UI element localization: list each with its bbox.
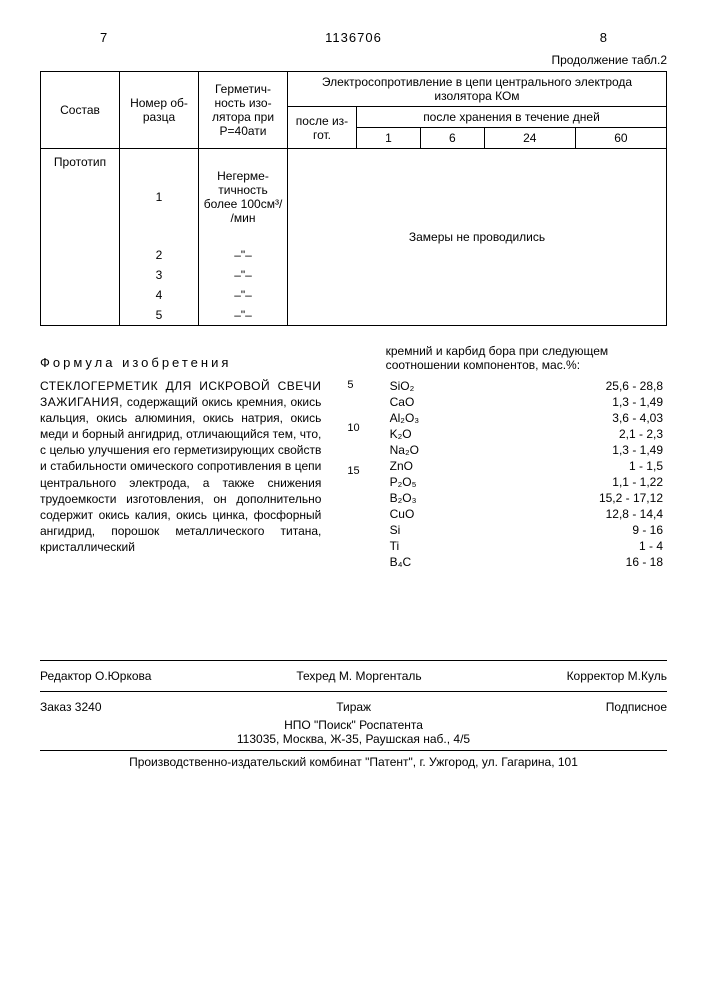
formula-heading: Формула изобретения <box>40 354 321 372</box>
lineno: 5 <box>347 364 359 407</box>
sample-num: 5 <box>120 305 199 326</box>
sample-num: 2 <box>120 245 199 265</box>
comp-range: 2,1 - 2,3 <box>482 426 667 442</box>
formula-body: содержащий окись кремния, окись кальция,… <box>40 395 321 555</box>
org: НПО "Поиск" Роспатента <box>40 718 667 732</box>
comp-range: 1 - 1,5 <box>482 458 667 474</box>
prod: Производственно-издательский комбинат "П… <box>40 755 667 769</box>
lineno: 10 <box>347 407 359 450</box>
comp-range: 1,1 - 1,22 <box>482 474 667 490</box>
th-composition: Состав <box>41 72 120 149</box>
comp-name: Al₂O₃ <box>386 410 482 426</box>
ditto: –"– <box>199 305 288 326</box>
sample-num: 1 <box>120 149 199 246</box>
lineno: 15 <box>347 450 359 493</box>
formula-right-column: кремний и карбид бора при следующем соот… <box>386 344 667 570</box>
addr: 113035, Москва, Ж-35, Раушская наб., 4/5 <box>40 732 667 746</box>
line-numbers: 5 10 15 <box>341 344 365 570</box>
comp-name: Ti <box>386 538 482 554</box>
prototype-label: Прототип <box>41 149 120 326</box>
editor: Редактор О.Юркова <box>40 669 151 683</box>
comp-range: 1 - 4 <box>482 538 667 554</box>
ditto: –"– <box>199 285 288 305</box>
patent-number: 1136706 <box>325 30 382 45</box>
comp-range: 12,8 - 14,4 <box>482 506 667 522</box>
th-electro: Электросопротивление в цепи центрального… <box>288 72 667 107</box>
th-after-storage: после хранения в течение дней <box>357 107 667 128</box>
th-after-mfg: после из-гот. <box>288 107 357 149</box>
composition-table: SiO₂25,6 - 28,8 CaO1,3 - 1,49 Al₂O₃3,6 -… <box>386 378 667 570</box>
comp-range: 25,6 - 28,8 <box>482 378 667 394</box>
comp-name: ZnO <box>386 458 482 474</box>
sample-num: 4 <box>120 285 199 305</box>
col-right-num: 8 <box>600 30 607 45</box>
formula-section: Формула изобретения СТЕКЛОГЕРМЕТИК ДЛЯ И… <box>40 344 667 570</box>
data-table: Состав Номер об-разца Герметич-ность изо… <box>40 71 667 326</box>
continuation-label: Продолжение табл.2 <box>40 53 667 67</box>
ditto: –"– <box>199 245 288 265</box>
page-header: 7 1136706 8 <box>40 30 667 45</box>
comp-range: 3,6 - 4,03 <box>482 410 667 426</box>
corrector: Корректор М.Куль <box>567 669 667 683</box>
comp-range: 15,2 - 17,12 <box>482 490 667 506</box>
techred: Техред М. Моргенталь <box>296 669 421 683</box>
comp-range: 16 - 18 <box>482 554 667 570</box>
comp-name: P₂O₅ <box>386 474 482 490</box>
subscribed: Подписное <box>606 700 667 714</box>
th-day: 60 <box>575 128 666 149</box>
comp-name: B₄C <box>386 554 482 570</box>
comp-name: SiO₂ <box>386 378 482 394</box>
order: Заказ 3240 <box>40 700 102 714</box>
th-sample: Номер об-разца <box>120 72 199 149</box>
comp-name: CaO <box>386 394 482 410</box>
comp-name: K₂O <box>386 426 482 442</box>
hermetic-val: Негерме-тичность более 100см³/ /мин <box>199 149 288 246</box>
ditto: –"– <box>199 265 288 285</box>
formula-cont: кремний и карбид бора при следующем соот… <box>386 344 667 372</box>
no-measure: Замеры не проводились <box>288 149 667 326</box>
formula-left-column: Формула изобретения СТЕКЛОГЕРМЕТИК ДЛЯ И… <box>40 344 321 570</box>
col-left-num: 7 <box>100 30 107 45</box>
comp-name: Na₂O <box>386 442 482 458</box>
th-day: 6 <box>420 128 484 149</box>
comp-range: 9 - 16 <box>482 522 667 538</box>
th-day: 1 <box>357 128 421 149</box>
th-hermetic: Герметич-ность изо-лятора при Р=40ати <box>199 72 288 149</box>
comp-range: 1,3 - 1,49 <box>482 394 667 410</box>
th-day: 24 <box>484 128 575 149</box>
comp-name: Si <box>386 522 482 538</box>
tirage: Тираж <box>336 700 371 714</box>
comp-name: B₂O₃ <box>386 490 482 506</box>
colophon: Редактор О.Юркова Техред М. Моргенталь К… <box>40 660 667 769</box>
comp-name: CuO <box>386 506 482 522</box>
sample-num: 3 <box>120 265 199 285</box>
comp-range: 1,3 - 1,49 <box>482 442 667 458</box>
